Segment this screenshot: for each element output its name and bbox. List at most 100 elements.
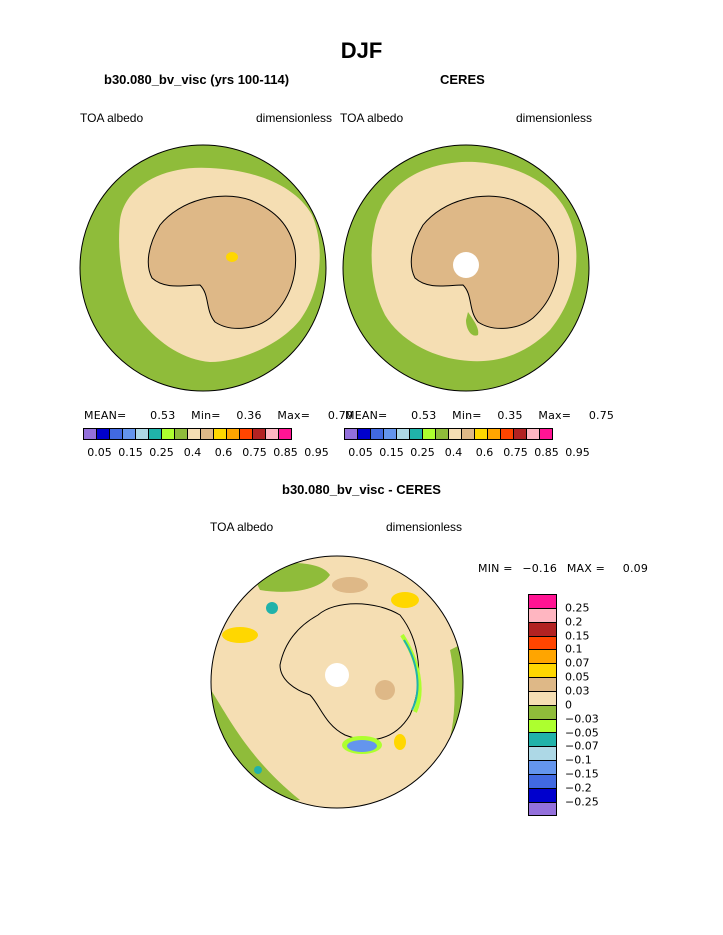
colorbar-swatch [528,732,557,747]
colorbar-tick-label: 0.25 [149,446,174,459]
left-map-outline [79,144,327,392]
colorbar-swatch [528,746,557,761]
left-map [80,145,326,391]
colorbar-swatch [396,428,410,440]
colorbar-tick-label: 0.4 [444,446,463,459]
colorbar-tick-label: 0.6 [214,446,233,459]
colorbar-swatch [528,704,557,719]
colorbar-tick-label: 0.15 [565,629,590,643]
colorbar-swatch [528,635,557,650]
colorbar-swatch [357,428,371,440]
colorbar-tick-label: 0.05 [348,446,373,459]
ross-sea-strong-negative [347,740,377,752]
high-albedo-patch [226,252,238,262]
left-min-label: Min= [191,409,221,422]
colorbar-tick-label: 0.05 [87,446,112,459]
colorbar-tick-label: 0.4 [183,446,202,459]
left-max-label: Max= [277,409,311,422]
negative-diff-teal [254,766,262,774]
colorbar-tick-label: 0.07 [565,656,590,670]
colorbar-swatch [174,428,188,440]
difference-colorbar [528,594,557,816]
colorbar-swatch [528,718,557,733]
colorbar-tick-label: 0.85 [273,446,298,459]
colorbar-tick-label: −0.07 [565,739,599,753]
colorbar-swatch [252,428,266,440]
low-albedo-patch [466,312,479,336]
colorbar-swatch [344,428,358,440]
colorbar-tick-label: 0 [565,698,572,712]
left-max-value: 0.70 [327,409,354,422]
colorbar-tick-label: 0.05 [565,670,590,684]
difference-map-outline [210,555,464,809]
colorbar-tick-label: 0.95 [565,446,590,459]
negative-diff-teal [266,602,278,614]
colorbar-tick-label: −0.05 [565,726,599,739]
colorbar-swatch [528,801,557,816]
diff-max-label: MAX = [566,562,606,575]
colorbar-swatch [96,428,110,440]
left-colorbar [83,428,292,440]
positive-diff-region [332,577,368,593]
colorbar-swatch [528,773,557,788]
antarctica-land [410,195,560,329]
colorbar-swatch [200,428,214,440]
pole-hole [453,252,479,278]
antarctica-land [147,195,297,329]
right-colorbar [344,428,553,440]
difference-minmax: MIN = −0.16 MAX = 0.09 [478,562,648,575]
colorbar-swatch [383,428,397,440]
colorbar-tick-label: 0.03 [565,684,590,698]
right-panel-title: CERES [440,72,485,87]
colorbar-swatch [528,760,557,774]
colorbar-tick-label: 0.75 [503,446,528,459]
colorbar-tick-label: 0.95 [304,446,329,459]
colorbar-swatch [528,621,557,636]
colorbar-tick-label: 0.15 [118,446,143,459]
colorbar-swatch [474,428,488,440]
right-min-label: Min= [452,409,482,422]
colorbar-swatch [528,690,557,705]
colorbar-swatch [539,428,553,440]
colorbar-tick-label: 0.15 [379,446,404,459]
colorbar-tick-label: 0.25 [565,601,590,615]
right-mean-value: 0.53 [411,409,437,422]
left-mean-label: MEAN= [84,409,127,422]
colorbar-tick-label: −0.03 [565,712,599,726]
high-positive-diff-region [222,627,258,643]
right-max-value: 0.75 [588,409,615,422]
difference-panel-title: b30.080_bv_visc - CERES [282,482,441,497]
left-panel-units-label: dimensionless [256,111,333,125]
colorbar-tick-label: −0.25 [565,795,599,809]
diff-min-value: −0.16 [522,562,558,575]
difference-units-label: dimensionless [386,520,463,534]
colorbar-tick-label: −0.2 [565,781,592,795]
difference-variable-label: TOA albedo [210,520,274,534]
coastal-teal-band [403,639,419,711]
right-max-label: Max= [538,409,572,422]
right-map [343,145,589,391]
left-panel-variable-label: TOA albedo [80,111,144,125]
high-positive-diff-region [391,592,419,608]
right-mean-stats: MEAN= 0.53 Min= 0.35 Max= 0.75 [345,409,614,422]
colorbar-swatch [528,594,557,608]
colorbar-swatch [239,428,253,440]
right-panel-variable-label: TOA albedo [340,111,404,125]
left-panel-title: b30.080_bv_visc (yrs 100-114) [104,72,290,87]
colorbar-swatch [500,428,514,440]
colorbar-swatch [461,428,475,440]
colorbar-swatch [122,428,136,440]
colorbar-swatch [528,649,557,664]
colorbar-swatch [148,428,162,440]
right-mean-label: MEAN= [345,409,388,422]
colorbar-swatch [213,428,227,440]
left-mean-stats: MEAN= 0.53 Min= 0.36 Max= 0.70 [84,409,353,422]
difference-map [211,556,463,808]
colorbar-swatch [109,428,123,440]
colorbar-swatch [278,428,292,440]
colorbar-swatch [83,428,97,440]
colorbar-swatch [528,607,557,622]
colorbar-swatch [135,428,149,440]
